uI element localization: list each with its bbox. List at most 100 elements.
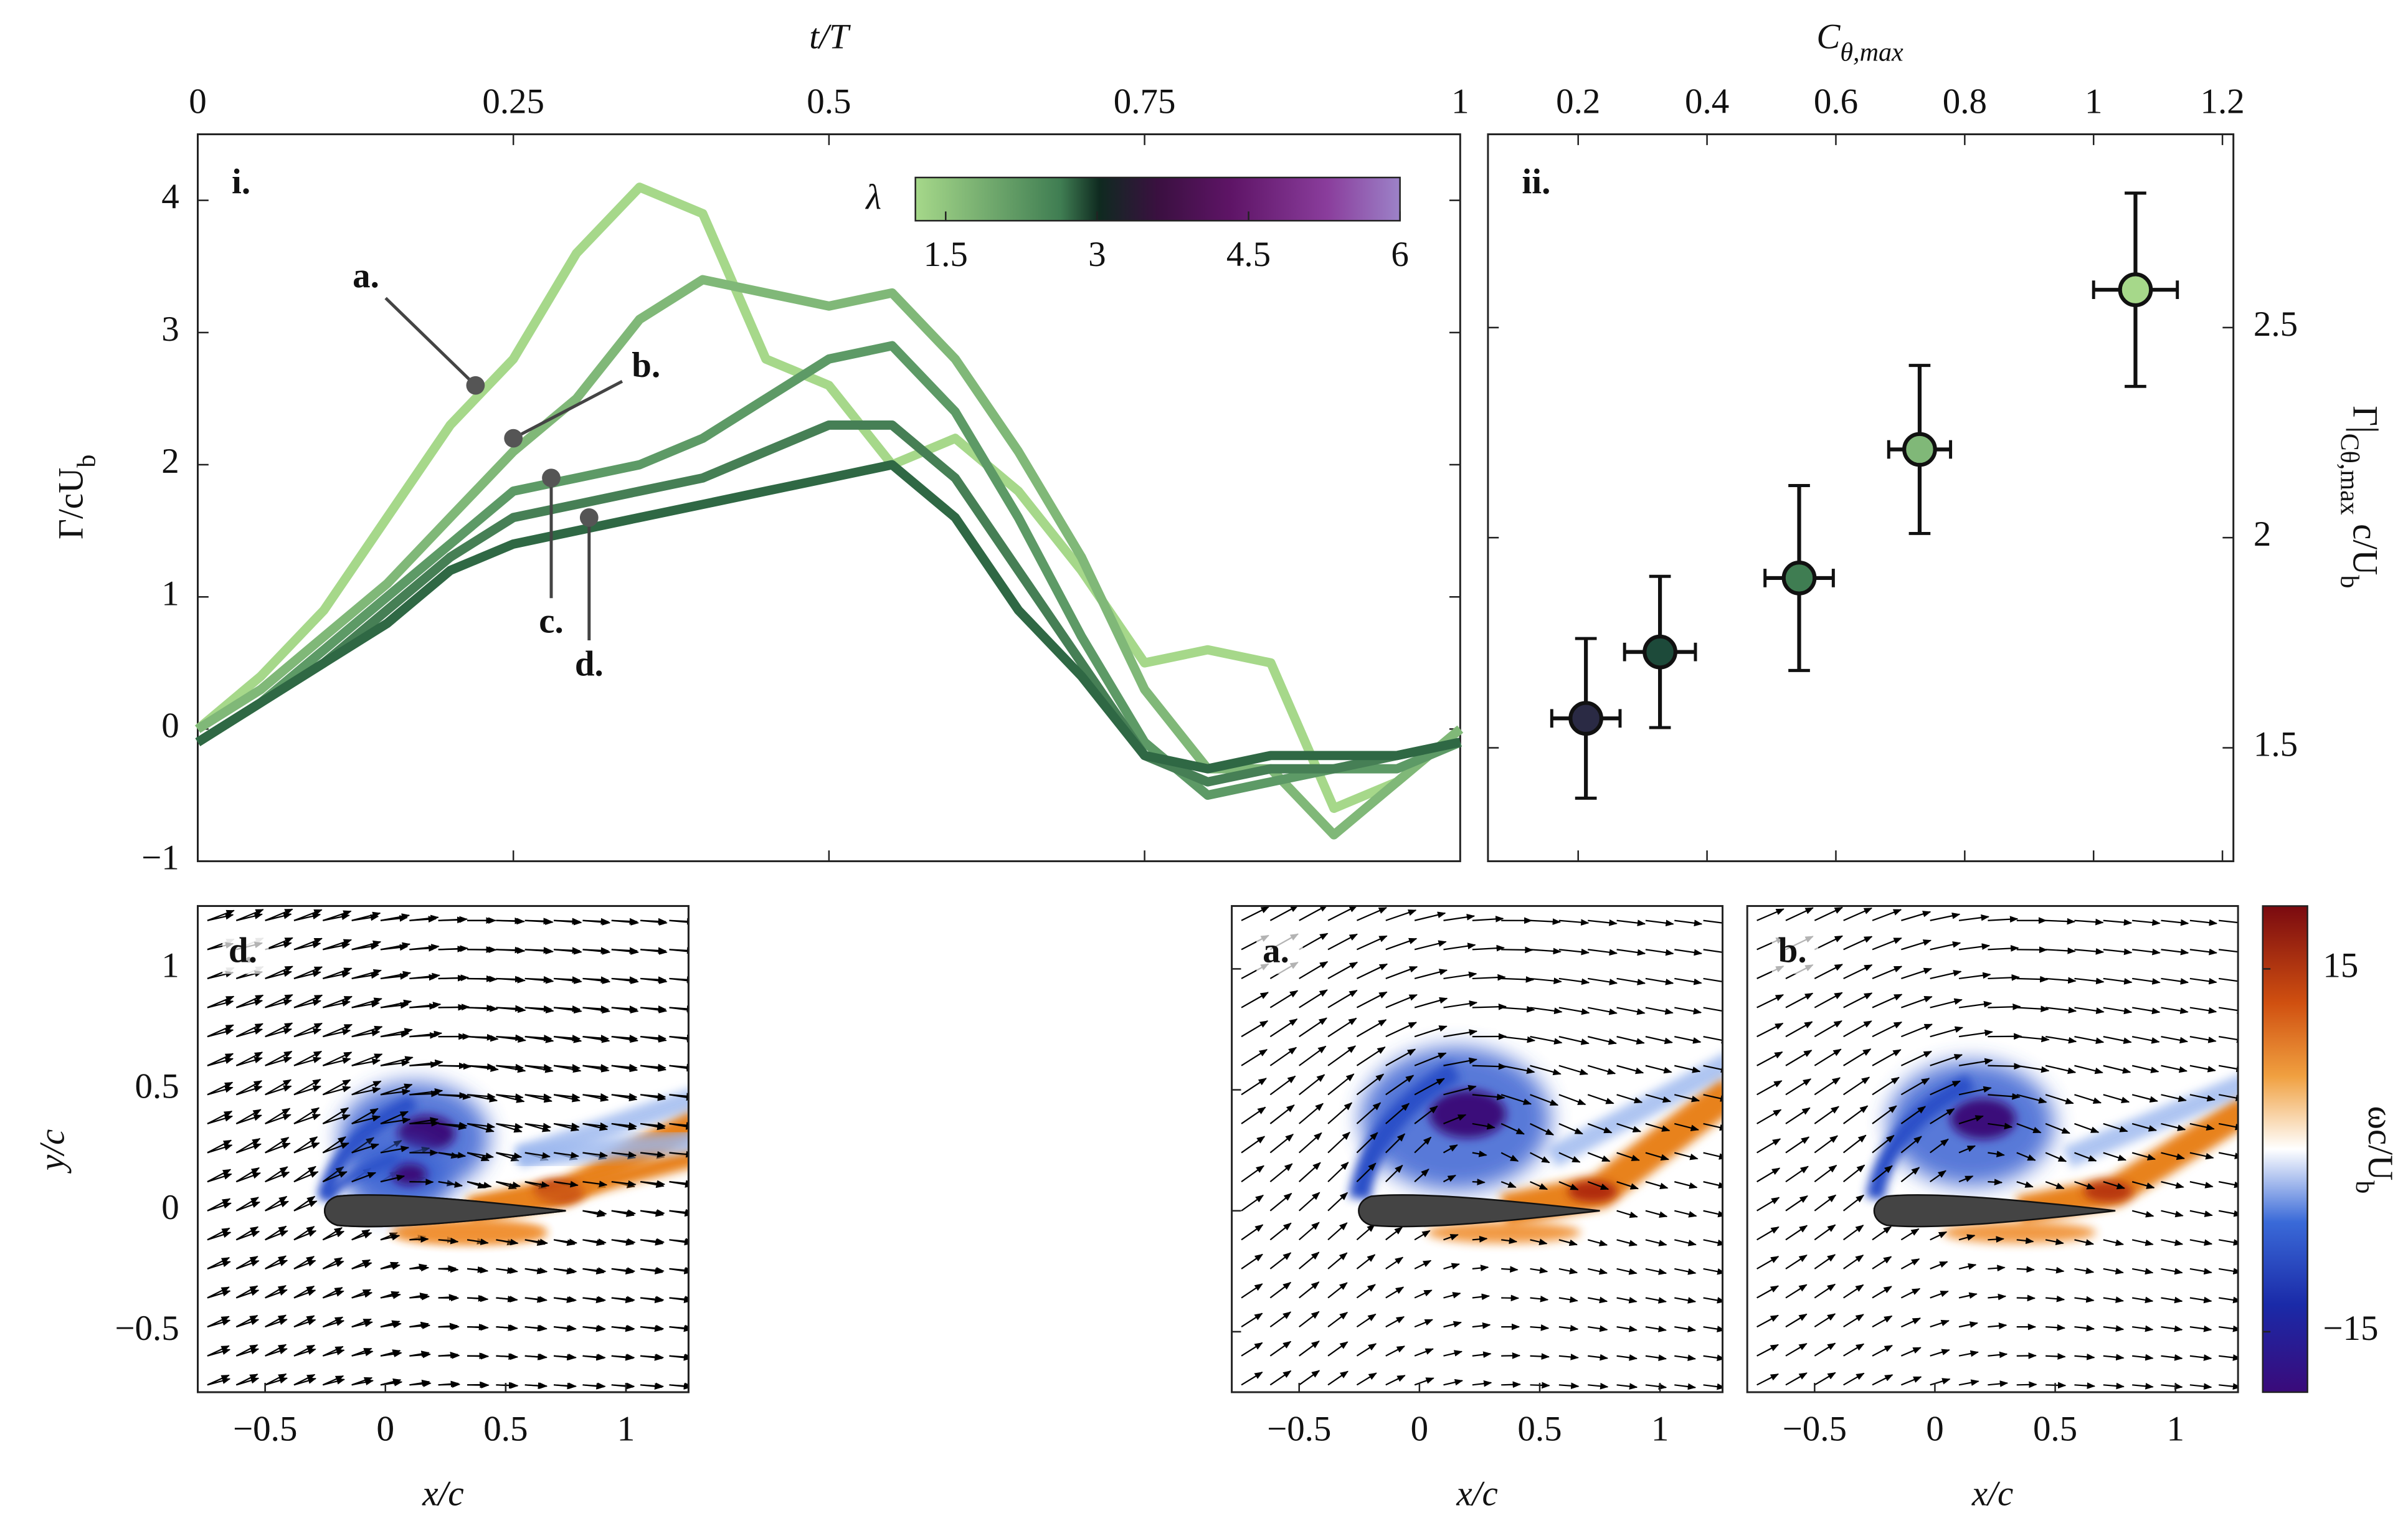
label-part: ωc/U: [2361, 1106, 2400, 1181]
velocity-arrow: [1299, 1222, 1320, 1241]
velocity-arrow: [322, 1023, 353, 1038]
flow-field: [207, 913, 689, 1390]
velocity-arrow: [1930, 1054, 1963, 1066]
velocity-arrow: [1703, 919, 1723, 927]
velocity-arrow: [1843, 1343, 1865, 1357]
velocity-arrow: [1241, 1165, 1265, 1183]
velocity-arrow: [1814, 1020, 1842, 1038]
velocity-arrow: [1958, 1263, 1977, 1270]
velocity-arrow: [265, 970, 292, 980]
velocity-arrow: [207, 1348, 231, 1357]
velocity-arrow: [554, 976, 581, 983]
velocity-arrow: [235, 1314, 258, 1328]
velocity-arrow: [554, 1324, 577, 1332]
velocity-arrow: [669, 1063, 689, 1071]
velocity-arrow: [1472, 1093, 1505, 1101]
velocity-arrow: [1385, 1256, 1404, 1269]
velocity-arrow: [1385, 937, 1418, 951]
velocity-arrow: [1241, 1049, 1268, 1066]
velocity-arrow: [1443, 1321, 1462, 1328]
annotation-point: [504, 429, 523, 448]
velocity-arrow: [1616, 1210, 1638, 1218]
velocity-arrow: [1756, 994, 1785, 1008]
velocity-arrow: [611, 1267, 636, 1274]
velocity-arrow: [496, 1152, 523, 1159]
velocity-arrow: [1756, 1197, 1780, 1212]
velocity-arrow: [1241, 1194, 1264, 1212]
velocity-arrow: [640, 1296, 665, 1303]
velocity-arrow: [524, 1093, 552, 1101]
velocity-arrow: [582, 947, 610, 954]
flow-field: [1241, 906, 1723, 1390]
velocity-arrow: [1530, 1181, 1548, 1190]
velocity-arrow: [1900, 1023, 1933, 1038]
panel-label: b.: [1778, 931, 1807, 970]
velocity-arrow: [235, 994, 264, 1008]
velocity-arrow: [380, 1146, 410, 1154]
velocity-arrow: [1530, 1324, 1550, 1331]
velocity-arrow: [265, 1114, 292, 1124]
velocity-arrow: [2045, 1238, 2064, 1245]
velocity-arrow: [207, 1169, 232, 1183]
velocity-arrow: [524, 1382, 548, 1389]
velocity-arrow: [1814, 1164, 1837, 1183]
velocity-arrow: [611, 1324, 635, 1332]
velocity-arrow: [1356, 1019, 1387, 1038]
velocity-arrow: [293, 1377, 317, 1386]
y-tick-label: 0.5: [135, 1067, 179, 1106]
x-tick-label: 0: [189, 82, 206, 121]
velocity-arrow: [351, 1053, 383, 1066]
velocity-arrow: [2045, 1122, 2070, 1134]
velocity-arrow: [1814, 906, 1843, 921]
colorbar: [2262, 905, 2308, 1393]
velocity-arrow: [207, 1115, 234, 1125]
velocity-arrow: [1530, 1267, 1548, 1274]
velocity-arrow: [1472, 1122, 1496, 1130]
colorbar-tick-label: 4.5: [1226, 235, 1271, 274]
velocity-arrow: [2161, 1065, 2188, 1073]
velocity-arrow: [1327, 961, 1358, 979]
velocity-arrow: [2132, 1383, 2154, 1390]
velocity-arrow: [1299, 1281, 1320, 1299]
annotation-point: [542, 468, 561, 488]
velocity-arrow: [2045, 918, 2076, 925]
velocity-arrow: [293, 909, 323, 921]
velocity-arrow: [1530, 918, 1562, 925]
velocity-arrow: [207, 1173, 232, 1183]
velocity-arrow: [265, 1028, 293, 1038]
velocity-arrow: [1785, 1372, 1808, 1386]
velocity-arrow: [2103, 1181, 2126, 1190]
velocity-arrow: [1414, 1230, 1431, 1241]
velocity-arrow: [582, 1382, 606, 1390]
velocity-arrow: [1988, 1322, 2007, 1329]
velocity-arrow: [380, 1031, 410, 1038]
velocity-arrow: [265, 999, 293, 1008]
velocity-arrow: [2103, 948, 2133, 956]
velocity-arrow: [351, 1058, 381, 1066]
velocity-arrow: [1356, 1073, 1385, 1096]
velocity-arrow: [235, 1056, 263, 1066]
velocity-arrow: [1443, 913, 1476, 921]
velocity-arrow: [2189, 948, 2218, 956]
velocity-arrow: [1269, 990, 1299, 1008]
x-tick-label: 0.5: [483, 1409, 528, 1448]
subscript: b: [2350, 1180, 2379, 1193]
velocity-arrow: [1756, 1256, 1780, 1269]
velocity-arrow: [554, 1064, 581, 1071]
velocity-arrow: [1269, 1018, 1298, 1038]
colorbar-tick-label: −15: [2323, 1309, 2378, 1348]
velocity-arrow: [1958, 1175, 1974, 1183]
velocity-arrow: [1443, 971, 1477, 980]
velocity-arrow: [2045, 1152, 2067, 1162]
velocity-arrow: [265, 994, 293, 1008]
velocity-arrow: [235, 1109, 262, 1124]
velocity-arrow: [1356, 991, 1388, 1008]
velocity-arrow: [1356, 1284, 1376, 1299]
velocity-arrow: [2074, 1353, 2095, 1360]
velocity-arrow: [1588, 977, 1618, 985]
velocity-arrow: [2131, 1268, 2154, 1275]
velocity-arrow: [293, 1114, 321, 1124]
velocity-arrow: [1930, 941, 1961, 951]
velocity-arrow: [524, 1035, 552, 1042]
